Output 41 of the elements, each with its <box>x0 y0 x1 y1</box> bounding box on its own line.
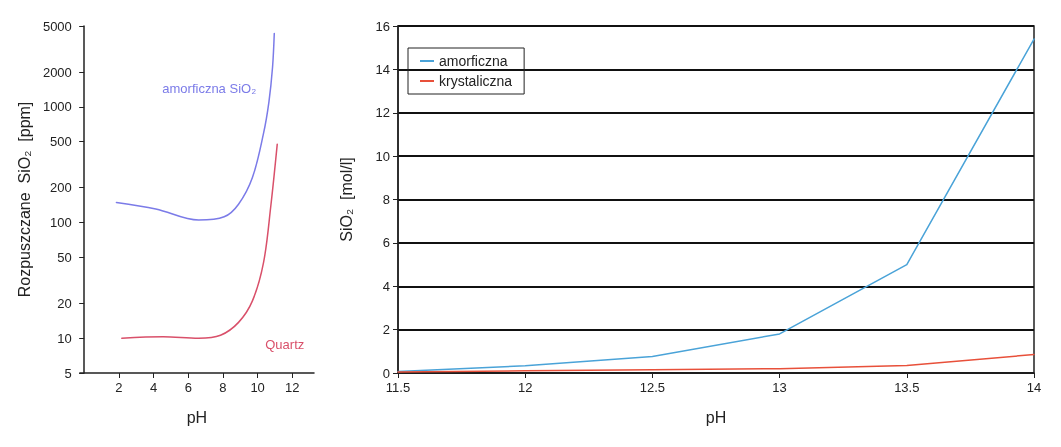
y-tick-label: 12 <box>375 105 390 121</box>
x-tick-label: 8 <box>219 380 227 395</box>
x-axis-title: pH <box>705 408 727 426</box>
y-tick-label: 0 <box>382 365 390 381</box>
y-tick-label: 5 <box>64 365 72 381</box>
line-series <box>115 32 276 221</box>
legend-label: amorficzna <box>439 53 508 69</box>
y-axis-title: SiO₂ [mol/l] <box>337 157 355 242</box>
y-tick-label: 500 <box>50 134 72 150</box>
x-tick-label: 12.5 <box>639 380 666 395</box>
x-tick-label: 13.5 <box>894 380 920 395</box>
y-tick-label: 2000 <box>42 64 72 80</box>
x-axis-title: pH <box>186 408 208 426</box>
y-tick-label: 20 <box>57 295 72 311</box>
x-tick-label: 6 <box>184 380 192 395</box>
y-tick-label: 200 <box>50 180 72 196</box>
x-tick-label: 2 <box>115 380 123 395</box>
series-label: amorficzna SiO₂ <box>162 81 257 97</box>
y-tick-label: 2 <box>382 322 390 338</box>
line-series <box>121 143 278 339</box>
y-axis-title: Rozpuszczane SiO₂ [ppm] <box>15 101 33 298</box>
text: Quartz <box>265 336 305 352</box>
y-tick-label: 10 <box>375 148 390 164</box>
y-tick-label: 100 <box>50 215 72 231</box>
y-tick-label: 4 <box>382 278 390 294</box>
x-tick-label: 11.5 <box>385 380 411 395</box>
y-tick-label: 6 <box>382 235 390 251</box>
x-tick-label: 12 <box>285 380 300 395</box>
y-tick-label: 16 <box>375 18 390 34</box>
x-tick-label: 13 <box>772 380 787 395</box>
y-tick-label: 8 <box>382 192 390 207</box>
legend-label: krystaliczna <box>439 73 513 89</box>
x-tick-label: 10 <box>250 380 265 395</box>
x-tick-label: 14 <box>1026 380 1042 395</box>
y-tick-label: 5000 <box>42 18 72 34</box>
y-tick-label: 50 <box>57 249 72 265</box>
y-tick-label: 1000 <box>42 99 72 115</box>
y-tick-label: 14 <box>375 61 390 77</box>
x-tick-label: 4 <box>149 380 158 395</box>
x-tick-label: 12 <box>517 380 533 395</box>
y-tick-label: 10 <box>57 330 72 346</box>
